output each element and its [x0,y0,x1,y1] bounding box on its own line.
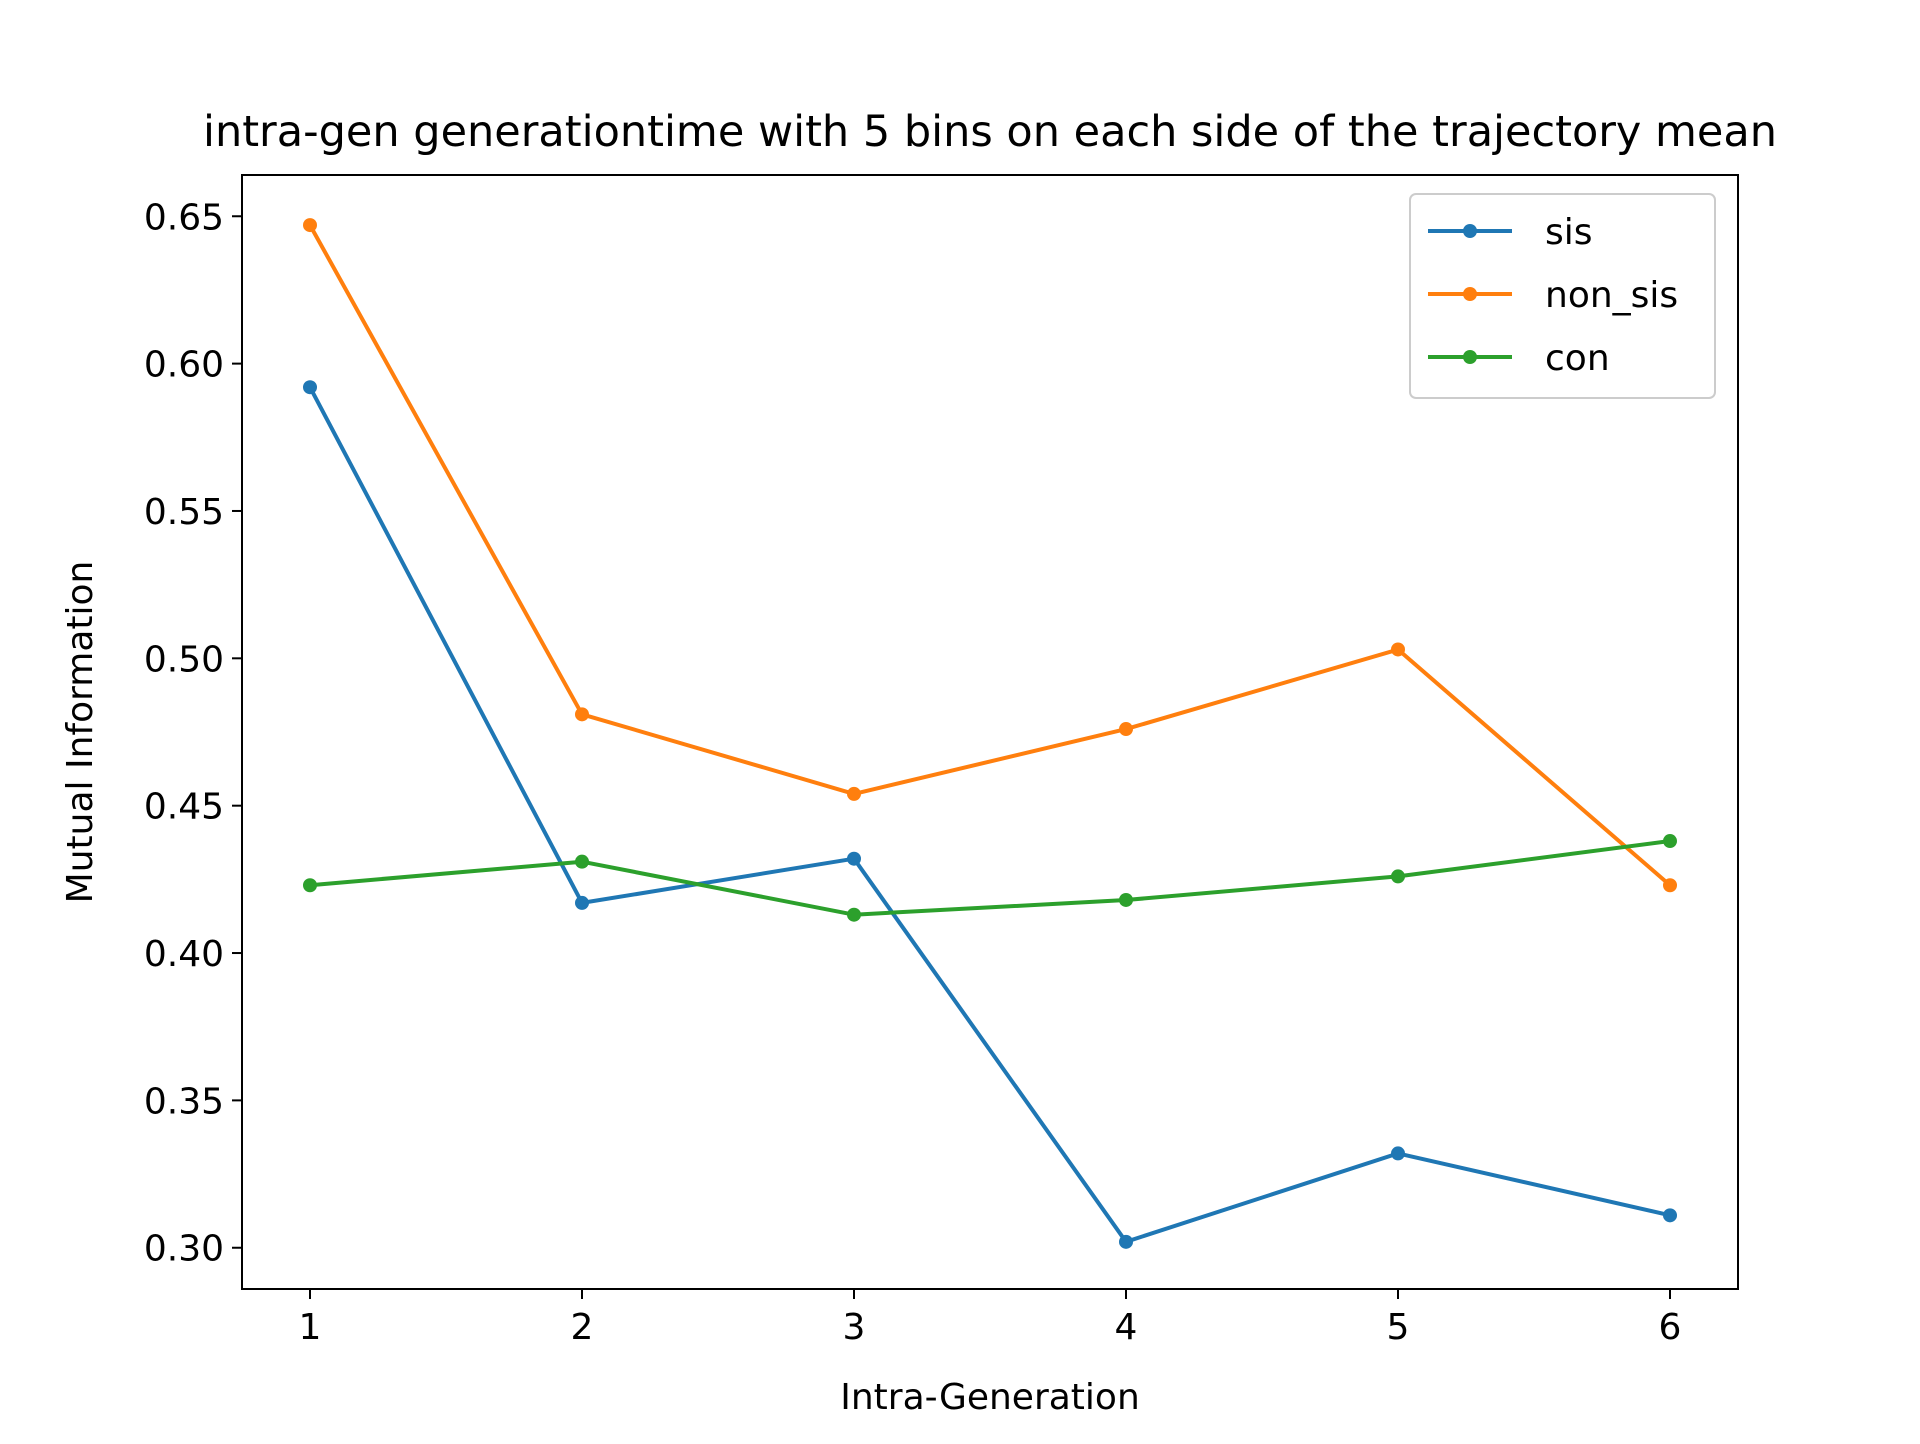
y-tick-label: 0.40 [144,934,224,975]
series-line [308,224,1672,887]
y-tick-label: 0.60 [144,345,224,386]
data-point [1663,1208,1677,1223]
y-tick-label: 0.35 [144,1081,224,1122]
y-tick-label: 0.45 [144,787,224,828]
data-point [303,380,317,395]
series-lines [303,218,1677,1249]
x-tick-label: 6 [1659,1307,1682,1348]
y-tick-label: 0.30 [144,1229,224,1270]
legend-swatch-marker [1463,350,1477,364]
legend-label: con [1545,338,1610,379]
data-point [847,786,861,801]
x-tick-label: 4 [1115,1307,1138,1348]
legend-label: sis [1545,212,1593,253]
series-line [308,386,1671,1244]
data-point [1391,1146,1405,1161]
series-line [309,839,1671,917]
chart-title: intra-gen generationtime with 5 bins on … [203,107,1777,157]
x-axis-label: Intra-Generation [840,1377,1140,1418]
data-point [847,907,861,922]
data-point [1663,878,1677,893]
data-point [847,851,861,866]
legend-swatch-marker [1463,287,1477,301]
legend-item-con: con [1428,338,1610,379]
data-point [575,854,589,869]
series-non_sis [303,218,1677,893]
data-point [1391,869,1405,884]
data-point [1119,892,1133,907]
data-point [575,707,589,722]
data-point [575,895,589,910]
y-axis-label: Mutual Information [60,561,101,904]
x-tick-label: 2 [571,1307,594,1348]
legend-box [1409,193,1716,399]
legend-swatch-marker [1463,224,1477,238]
data-point [1391,642,1405,657]
legend-item-sis: sis [1428,212,1593,253]
legend-item-non_sis: non_sis [1428,275,1678,316]
data-point [303,878,317,893]
y-axis-ticks: 0.30 0.35 0.40 0.45 0.50 0.55 0.60 0.65 [144,197,242,1270]
data-point [1119,1234,1133,1249]
series-con [303,834,1677,922]
plot-frame [241,174,1739,1290]
y-tick-label: 0.50 [144,639,224,680]
x-tick-label: 5 [1387,1307,1410,1348]
x-axis-ticks: 1 2 3 4 5 6 [299,1289,1682,1348]
x-tick-label: 3 [843,1307,866,1348]
y-tick-label: 0.65 [144,197,224,238]
data-point [303,218,317,233]
data-point [1119,722,1133,737]
y-tick-label: 0.55 [144,492,224,533]
data-point [1663,834,1677,849]
legend-label: non_sis [1545,275,1678,316]
series-sis [303,380,1677,1249]
x-tick-label: 1 [299,1307,322,1348]
